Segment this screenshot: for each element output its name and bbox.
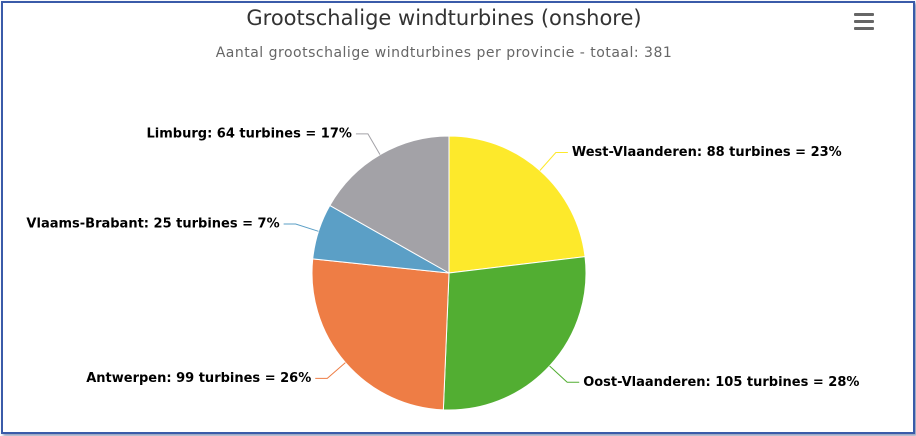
connector [283, 223, 319, 232]
chart: Grootschalige windturbines (onshore) Aan… [26, 6, 874, 411]
data-label: Vlaams-Brabant: 25 turbines = 7% [26, 217, 279, 232]
pie-slice [448, 135, 586, 274]
menu-bar [854, 13, 874, 16]
pie-slice [311, 258, 450, 411]
connector [315, 362, 346, 379]
menu-bar [854, 27, 874, 30]
connector [355, 133, 381, 155]
connector [539, 152, 568, 171]
data-label: West-Vlaanderen: 88 turbines = 23% [572, 145, 842, 160]
data-label: Limburg: 64 turbines = 17% [147, 126, 352, 141]
menu-bar [854, 20, 874, 23]
menu-button[interactable] [854, 13, 874, 30]
chart-title: Grootschalige windturbines (onshore) [246, 6, 641, 30]
connector [549, 365, 580, 383]
data-label: Oost-Vlaanderen: 105 turbines = 28% [583, 375, 859, 390]
pie-slice [329, 135, 450, 274]
pie-slice [442, 256, 587, 411]
chart-subtitle: Aantal grootschalige windturbines per pr… [216, 45, 673, 61]
data-label: Antwerpen: 99 turbines = 26% [86, 371, 311, 386]
